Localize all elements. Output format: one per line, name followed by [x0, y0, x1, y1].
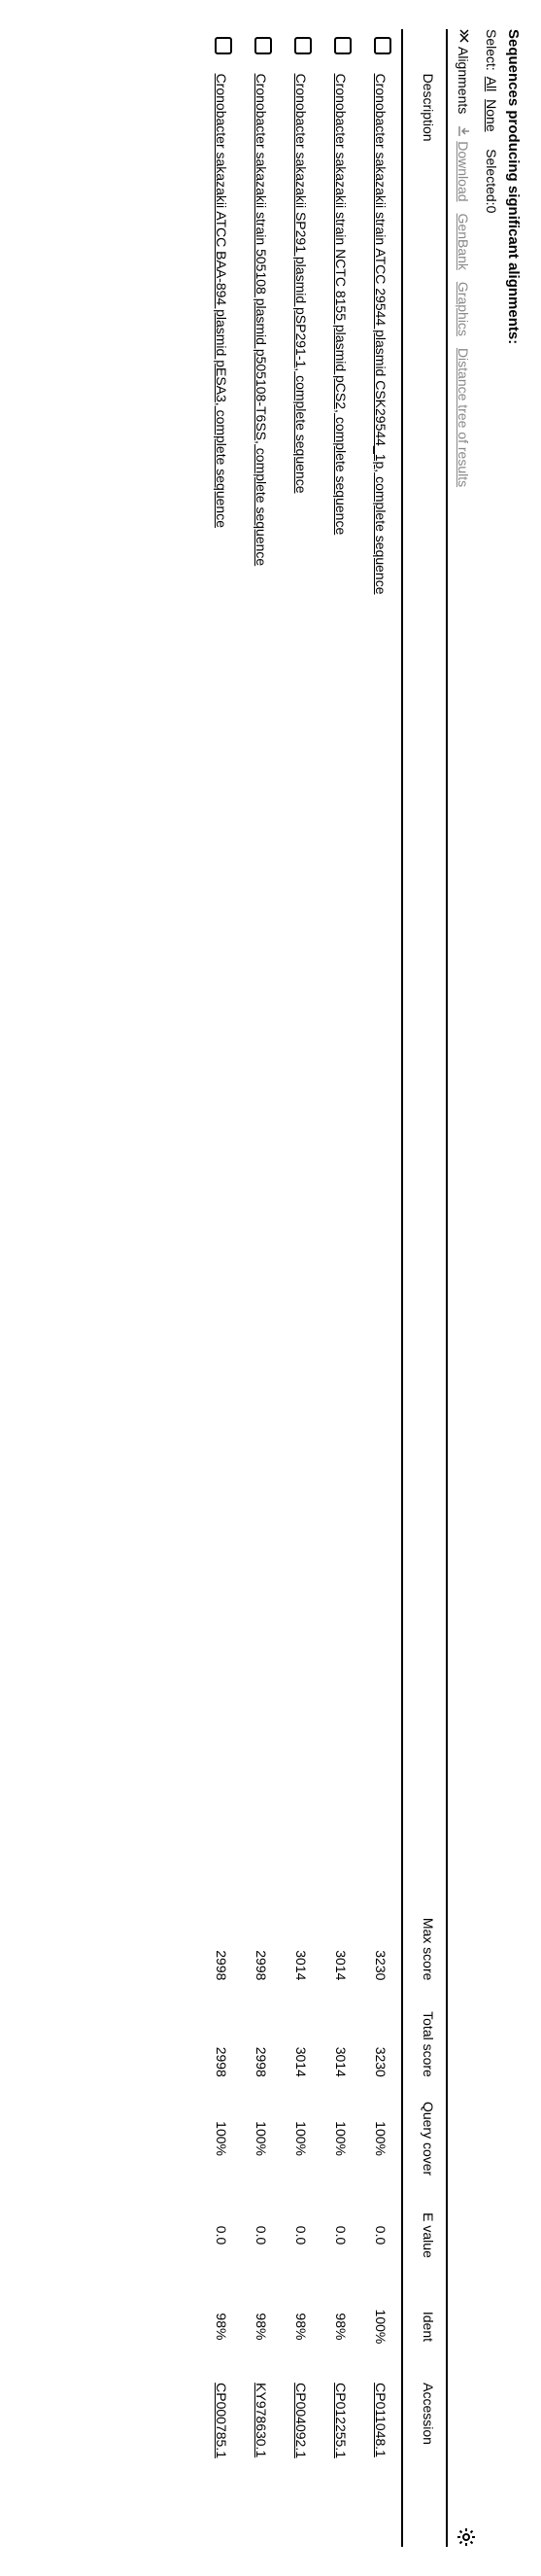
accession-link[interactable]: CP000785.1 [215, 2383, 230, 2458]
alignments-label[interactable]: Alignments [456, 47, 472, 114]
total-score: 2998 [202, 1988, 242, 2084]
query-cover: 100% [321, 2085, 361, 2192]
row-checkbox[interactable] [334, 37, 352, 54]
query-cover: 100% [242, 2085, 282, 2192]
col-total-score[interactable]: Total score [402, 1988, 446, 2084]
distance-tree-link[interactable]: Distance tree of results [456, 348, 472, 487]
header-row: Description Max score Total score Query … [402, 29, 446, 2547]
section-title: Sequences producing significant alignmen… [505, 29, 522, 2547]
alignments-icon [456, 29, 472, 43]
total-score: 3230 [361, 1988, 402, 2084]
accession-link[interactable]: CP004092.1 [294, 2383, 310, 2458]
ident: 98% [282, 2279, 321, 2375]
total-score: 2998 [242, 1988, 282, 2084]
total-score: 3014 [321, 1988, 361, 2084]
accession-link[interactable]: KY978630.1 [254, 2383, 270, 2457]
select-all-link[interactable]: All [484, 77, 499, 92]
e-value: 0.0 [282, 2192, 321, 2278]
col-accession[interactable]: Accession [402, 2375, 446, 2547]
select-none-link[interactable]: None [484, 99, 499, 131]
max-score: 3014 [321, 1892, 361, 1988]
e-value: 0.0 [361, 2192, 402, 2278]
select-line: Select: All None Selected:0 [484, 29, 499, 2547]
description-link[interactable]: Cronobacter sakazakii ATCC BAA-894 plasm… [215, 74, 230, 528]
toolbar: Alignments Download GenBank Graphics Dis… [446, 29, 478, 2547]
col-description: Description [402, 66, 446, 1892]
e-value: 0.0 [242, 2192, 282, 2278]
results-table: Description Max score Total score Query … [202, 29, 446, 2547]
row-checkbox[interactable] [254, 37, 272, 54]
selected-count: 0 [484, 206, 499, 214]
download-link[interactable]: Download [456, 141, 472, 201]
table-row: Cronobacter sakazakii SP291 plasmid pSP2… [282, 29, 321, 2547]
gear-icon[interactable] [452, 2527, 476, 2547]
query-cover: 100% [361, 2085, 402, 2192]
max-score: 2998 [242, 1892, 282, 1988]
table-row: Cronobacter sakazakii strain ATCC 29544 … [361, 29, 402, 2547]
ident: 100% [361, 2279, 402, 2375]
ident: 98% [242, 2279, 282, 2375]
col-ident[interactable]: Ident [402, 2279, 446, 2375]
max-score: 2998 [202, 1892, 242, 1988]
ident: 98% [321, 2279, 361, 2375]
table-row: Cronobacter sakazakii ATCC BAA-894 plasm… [202, 29, 242, 2547]
query-cover: 100% [202, 2085, 242, 2192]
blast-results-panel: Sequences producing significant alignmen… [0, 0, 541, 2576]
accession-link[interactable]: CP012255.1 [334, 2383, 350, 2458]
ident: 98% [202, 2279, 242, 2375]
col-e-value[interactable]: E value [402, 2192, 446, 2278]
row-checkbox[interactable] [215, 37, 232, 54]
select-label: Select: [484, 29, 499, 71]
row-checkbox[interactable] [294, 37, 312, 54]
description-link[interactable]: Cronobacter sakazakii strain NCTC 8155 p… [334, 74, 350, 536]
description-link[interactable]: Cronobacter sakazakii strain 505108 plas… [254, 74, 270, 567]
genbank-link[interactable]: GenBank [456, 214, 472, 270]
description-link[interactable]: Cronobacter sakazakii SP291 plasmid pSP2… [294, 74, 310, 494]
e-value: 0.0 [202, 2192, 242, 2278]
max-score: 3230 [361, 1892, 402, 1988]
max-score: 3014 [282, 1892, 321, 1988]
table-row: Cronobacter sakazakii strain 505108 plas… [242, 29, 282, 2547]
table-row: Cronobacter sakazakii strain NCTC 8155 p… [321, 29, 361, 2547]
description-link[interactable]: Cronobacter sakazakii strain ATCC 29544 … [374, 74, 389, 595]
download-icon [457, 125, 471, 137]
graphics-link[interactable]: Graphics [456, 282, 472, 336]
col-max-score[interactable]: Max score [402, 1892, 446, 1988]
e-value: 0.0 [321, 2192, 361, 2278]
col-checkbox [402, 29, 446, 66]
col-query-cover[interactable]: Query cover [402, 2085, 446, 2192]
accession-link[interactable]: CP011048.1 [374, 2383, 389, 2457]
total-score: 3014 [282, 1988, 321, 2084]
query-cover: 100% [282, 2085, 321, 2192]
row-checkbox[interactable] [374, 37, 391, 54]
selected-label: Selected: [484, 149, 499, 205]
